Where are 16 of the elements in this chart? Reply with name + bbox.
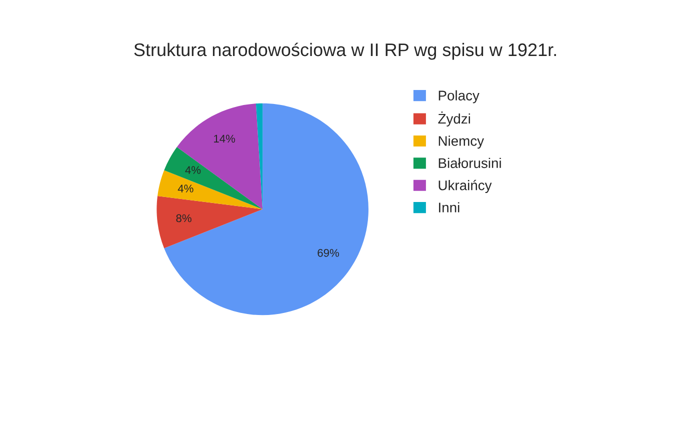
pie-slice <box>164 146 263 210</box>
chart-title: Struktura narodowościowa w II RP wg spisu w 1921r. <box>134 42 556 60</box>
pie-slice <box>156 196 263 248</box>
legend-label: Białorusini <box>438 158 501 168</box>
legend-label: Żydzi <box>438 112 470 126</box>
data-label: 69% <box>318 248 339 257</box>
pie-slice <box>164 103 368 316</box>
data-label: 4% <box>185 166 201 174</box>
legend-label: Ukraińcy <box>438 180 492 193</box>
data-label: 14% <box>214 134 236 143</box>
legend-label: Polacy <box>438 90 480 104</box>
legend-label: Niemcy <box>438 136 484 149</box>
data-label: 8% <box>176 214 192 222</box>
pie-slice <box>176 104 263 210</box>
legend-label: Inni <box>439 202 460 212</box>
data-label: 4% <box>178 184 194 192</box>
